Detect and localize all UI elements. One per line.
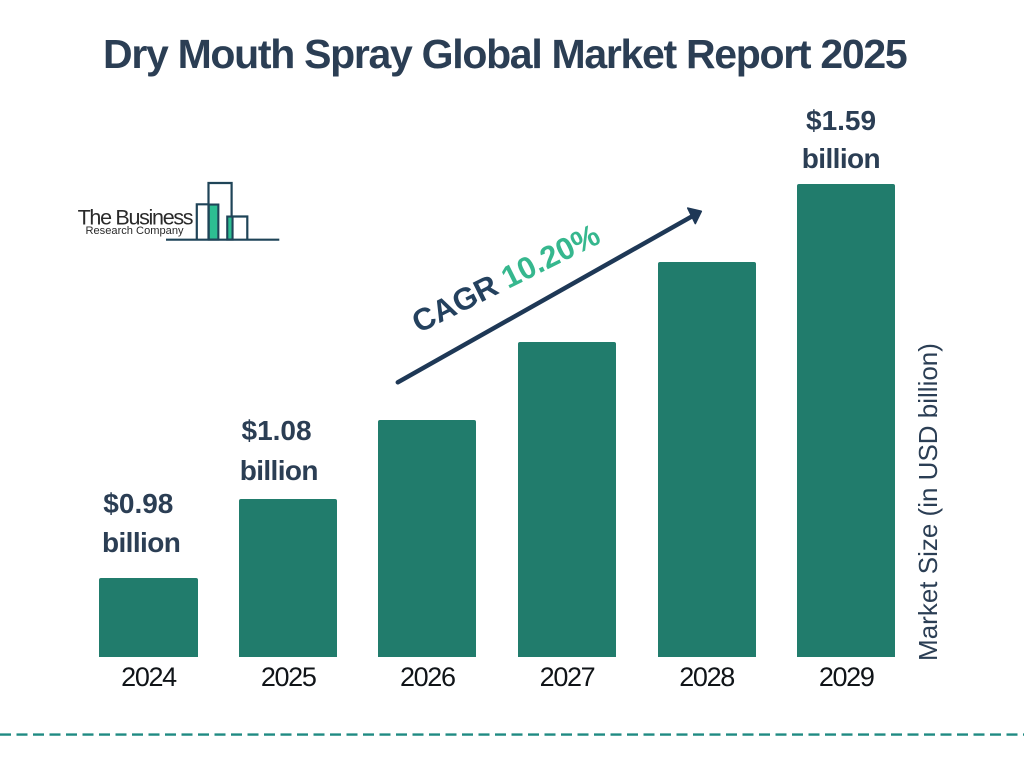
svg-text:The Business: The Business [78,205,193,229]
svg-text:Research Company: Research Company [86,225,184,237]
